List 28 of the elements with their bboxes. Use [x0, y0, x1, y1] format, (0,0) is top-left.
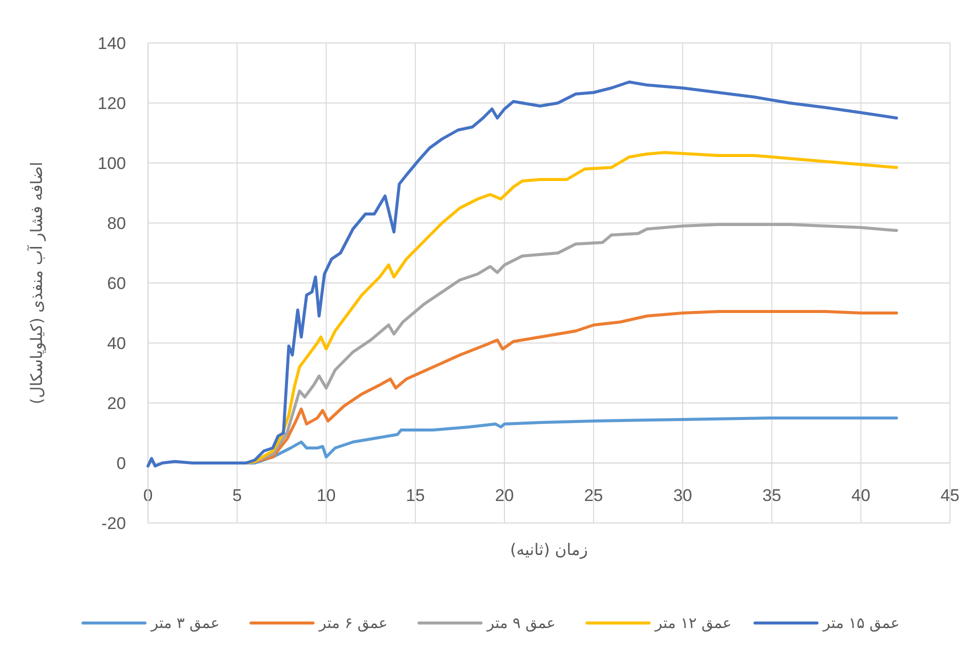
legend-label: عمق ۱۲ متر	[654, 614, 732, 632]
x-tick-label: 10	[316, 486, 336, 505]
y-tick-label: 100	[98, 154, 126, 173]
legend-label: عمق ۱۵ متر	[822, 614, 900, 632]
line-series	[244, 151, 898, 464]
x-tick-label: 35	[762, 486, 782, 505]
y-tick-label: 140	[98, 34, 126, 53]
x-tick-label: 15	[406, 486, 425, 505]
y-axis-title: اضافه فشار آب منفذی (کیلوپاسکال)	[26, 162, 46, 404]
y-tick-label: 0	[116, 454, 126, 473]
x-tick-label: 5	[232, 486, 242, 505]
legend-label: عمق ۳ متر	[150, 614, 220, 632]
y-tick-label: 60	[107, 274, 126, 293]
x-tick-label: 30	[673, 486, 692, 505]
x-tick-label: 45	[940, 486, 960, 505]
legend-label: عمق ۹ متر	[486, 614, 556, 632]
line-series	[146, 80, 898, 468]
x-tick-label: 25	[584, 486, 604, 505]
x-tick-label: 20	[494, 486, 514, 505]
y-tick-label: 80	[107, 214, 126, 233]
y-tick-label: 20	[107, 394, 126, 413]
y-tick-label: 120	[98, 94, 126, 113]
x-tick-label: 40	[851, 486, 870, 505]
y-tick-label: 40	[107, 334, 126, 353]
line-series	[244, 416, 898, 464]
x-axis-title: زمان (ثانیه)	[510, 540, 588, 559]
y-tick-label: -20	[101, 514, 126, 533]
legend-label: عمق ۶ متر	[318, 614, 388, 632]
